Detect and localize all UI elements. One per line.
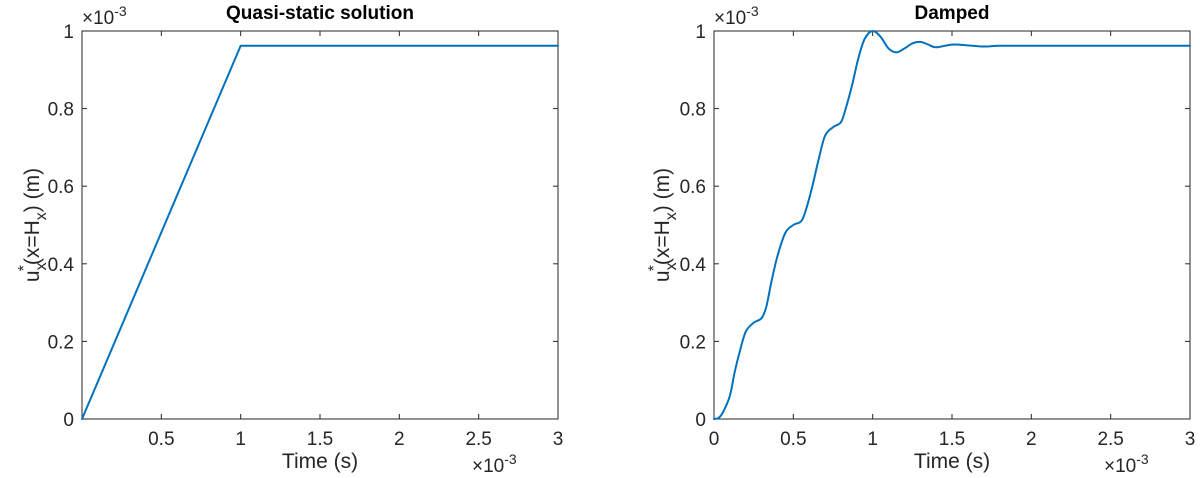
y-tick-label: 0 [695,410,706,431]
x-tick-label: 0.5 [148,429,174,450]
x-tick-label: 2 [394,429,405,450]
x-tick-label: 1 [235,429,246,450]
y-tick-label: 0.4 [680,255,707,276]
x-tick-label: 0 [709,429,720,450]
y-exponent-left: ×10-3 [82,3,127,29]
x-tick-label: 1.5 [307,429,333,450]
plot-frame-left [81,30,559,420]
x-tick-label: 3 [1185,429,1196,450]
x-tick-label: 2.5 [1097,429,1123,450]
y-axis-label-right: ux*(x=Hx) (m) [646,168,680,282]
x-exponent-left: ×10-3 [472,451,517,477]
chart-title-left: Quasi-static solution [226,3,414,24]
chart-panel-left: Quasi-static solution ×10-3 ×10-3 Time (… [16,3,563,477]
x-tick-label: 1.5 [939,429,965,450]
plot-frame-right [713,30,1191,420]
chart-title-right: Damped [915,3,990,24]
y-tick-label: 0.6 [680,177,706,198]
y-tick-label: 0.6 [48,177,74,198]
x-axis-label-left: Time (s) [282,450,358,473]
y-tick-label: 0 [63,410,74,431]
y-axis-label-left: ux*(x=Hx) (m) [16,168,50,282]
tick-group-left: 0.5 1 1.5 2 2.5 3 0 0.2 0.4 0.6 0.8 1 [48,22,564,450]
chart-panel-right: Damped ×10-3 ×10-3 Time (s) ux*(x=Hx) (m… [646,3,1195,477]
data-line-left [81,44,559,420]
x-exponent-right: ×10-3 [1104,451,1149,477]
x-tick-label: 2.5 [465,429,491,450]
x-tick-label: 3 [553,429,564,450]
x-axis-label-right: Time (s) [914,450,990,473]
y-exponent-right: ×10-3 [714,3,759,29]
y-tick-label: 0.2 [680,332,706,353]
y-tick-label: 0.8 [680,100,706,121]
tick-group-right: 0 0.5 1 1.5 2 2.5 3 0 0.2 0.4 0.6 0.8 1 [680,22,1196,450]
y-tick-label: 1 [695,22,706,43]
y-tick-label: 0.2 [48,332,74,353]
x-tick-label: 1 [867,429,878,450]
x-tick-label: 0.5 [780,429,806,450]
y-tick-label: 0.8 [48,100,74,121]
y-tick-label: 1 [63,22,74,43]
x-tick-label: 2 [1026,429,1037,450]
data-line-right [713,29,1191,420]
y-tick-label: 0.4 [48,255,75,276]
